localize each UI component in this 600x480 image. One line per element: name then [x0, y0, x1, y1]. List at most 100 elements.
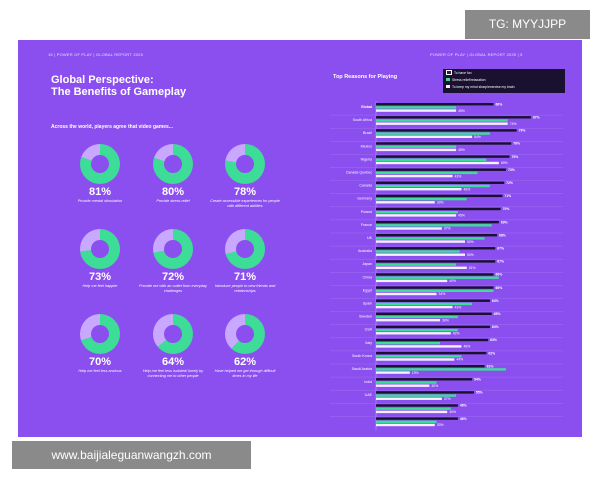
section-subtitle: Across the world, players agree that vid… — [51, 124, 173, 130]
data-label-fun: 72% — [506, 181, 513, 185]
category-label: France — [361, 223, 372, 227]
data-label-brain: 42% — [453, 332, 460, 336]
bar-chart-svg: Global 66% 45% South Africa 87% 74% Brazil 79% 5… — [330, 101, 563, 431]
donut-chart — [80, 229, 120, 269]
bar-relaxation — [376, 407, 451, 410]
category-label: Germany — [357, 197, 372, 201]
data-label-fun: 70% — [503, 207, 510, 211]
bar-fun — [376, 168, 506, 171]
bar-relaxation — [376, 237, 485, 240]
legend-label: Stress relief/relaxation — [452, 77, 486, 82]
bar-fun — [376, 391, 474, 394]
category-label: Spain — [363, 302, 372, 306]
bar-relaxation — [376, 184, 490, 188]
bar-brain — [376, 188, 462, 191]
category-label: UK — [367, 236, 373, 240]
data-label-fun: 76% — [513, 142, 520, 146]
category-label: China — [363, 275, 372, 279]
data-label-brain: 51% — [469, 266, 476, 270]
stat-description: Help me feel less anxious — [78, 369, 122, 373]
bar-fun — [376, 404, 458, 407]
bar-fun — [376, 116, 531, 119]
category-label: Poland — [361, 210, 372, 214]
stat-card: 62% Have helped me get through difficult… — [210, 314, 280, 378]
data-label-fun: 64% — [492, 299, 499, 303]
bar-relaxation — [376, 119, 508, 122]
data-label-fun: 67% — [497, 247, 504, 251]
bar-brain — [376, 384, 430, 387]
category-label: Australia — [358, 249, 372, 253]
bar-fun — [376, 155, 510, 158]
donut-chart — [80, 314, 120, 354]
category-label: Italy — [365, 341, 372, 345]
stat-card: 72% Provide me with an outlet from every… — [138, 229, 208, 293]
stat-card: 78% Create accessible experiences for pe… — [210, 144, 280, 208]
donut-chart — [153, 144, 193, 184]
data-label-fun: 46% — [460, 404, 467, 408]
bar-fun — [376, 207, 501, 211]
data-label-fun: 64% — [492, 325, 499, 329]
bar-brain — [376, 148, 457, 152]
bar-fun — [376, 338, 489, 342]
bar-fun — [376, 273, 494, 276]
header-left: 15 | POWER OF PLAY | GLOBAL REPORT 2025 — [48, 52, 144, 57]
data-label-brain: 54% — [474, 135, 481, 139]
data-label-brain: 19% — [412, 371, 419, 375]
bar-brain — [376, 305, 453, 309]
data-label-fun: 66% — [495, 102, 502, 106]
chart-title: Top Reasons for Playing — [333, 74, 398, 80]
donut-chart — [225, 144, 265, 184]
data-label-brain: 50% — [467, 253, 474, 257]
category-label: Nigeria — [361, 157, 372, 161]
bar-relaxation — [376, 132, 490, 135]
bar-brain — [376, 240, 465, 243]
bar-brain — [376, 410, 448, 414]
bar-brain — [376, 319, 441, 322]
data-label-fun: 63% — [490, 338, 497, 342]
bar-fun — [376, 234, 498, 237]
legend-swatch — [446, 78, 450, 81]
data-label-brain: 40% — [449, 279, 456, 283]
bar-fun — [376, 312, 492, 315]
category-label: Canada — [359, 184, 372, 188]
data-label-brain: 34% — [439, 292, 446, 296]
bar-relaxation — [376, 276, 499, 279]
header-right: POWER OF PLAY | GLOBAL REPORT 2025 | 5 — [430, 52, 523, 57]
report-page: 15 | POWER OF PLAY | GLOBAL REPORT 2025 … — [18, 40, 582, 437]
bar-fun — [376, 325, 490, 329]
stat-percent: 64% — [161, 356, 185, 368]
bar-brain — [376, 397, 442, 400]
stat-percent: 70% — [88, 356, 112, 368]
bar-relaxation — [376, 328, 458, 332]
data-label-fun: 75% — [512, 155, 519, 159]
legend-swatch — [446, 85, 450, 88]
bar-relaxation — [376, 224, 492, 227]
bar-relaxation — [376, 289, 494, 292]
category-label: Japan — [362, 262, 372, 266]
bar-brain — [376, 253, 465, 256]
stat-description: Provide stress relief — [156, 199, 190, 203]
bar-fun — [376, 142, 512, 145]
data-label-brain: 37% — [444, 227, 451, 231]
stat-percent: 72% — [161, 271, 185, 283]
stat-description: Provide mental stimulation — [77, 199, 123, 203]
category-label: Egypt — [363, 288, 372, 292]
donut-chart — [153, 314, 193, 354]
bar-relaxation — [376, 368, 506, 371]
data-label-fun: 67% — [497, 260, 504, 264]
data-label-fun: 55% — [476, 391, 483, 395]
stat-percent: 73% — [88, 271, 112, 283]
bar-brain — [376, 345, 462, 348]
bar-brain — [376, 358, 455, 361]
bar-fun — [376, 417, 458, 420]
legend-swatch — [446, 70, 452, 75]
data-label-brain: 45% — [458, 148, 465, 152]
watermark-bottom: www.baijialeguanwangzh.com — [12, 441, 251, 469]
stat-percent: 78% — [233, 186, 257, 198]
data-label-brain: 48% — [463, 187, 470, 191]
bar-relaxation — [376, 302, 473, 306]
watermark-top: TG: MYYJJPP — [465, 10, 590, 39]
data-label-fun: 61% — [487, 364, 494, 368]
bar-brain — [376, 135, 473, 138]
bar-relaxation — [376, 420, 437, 423]
